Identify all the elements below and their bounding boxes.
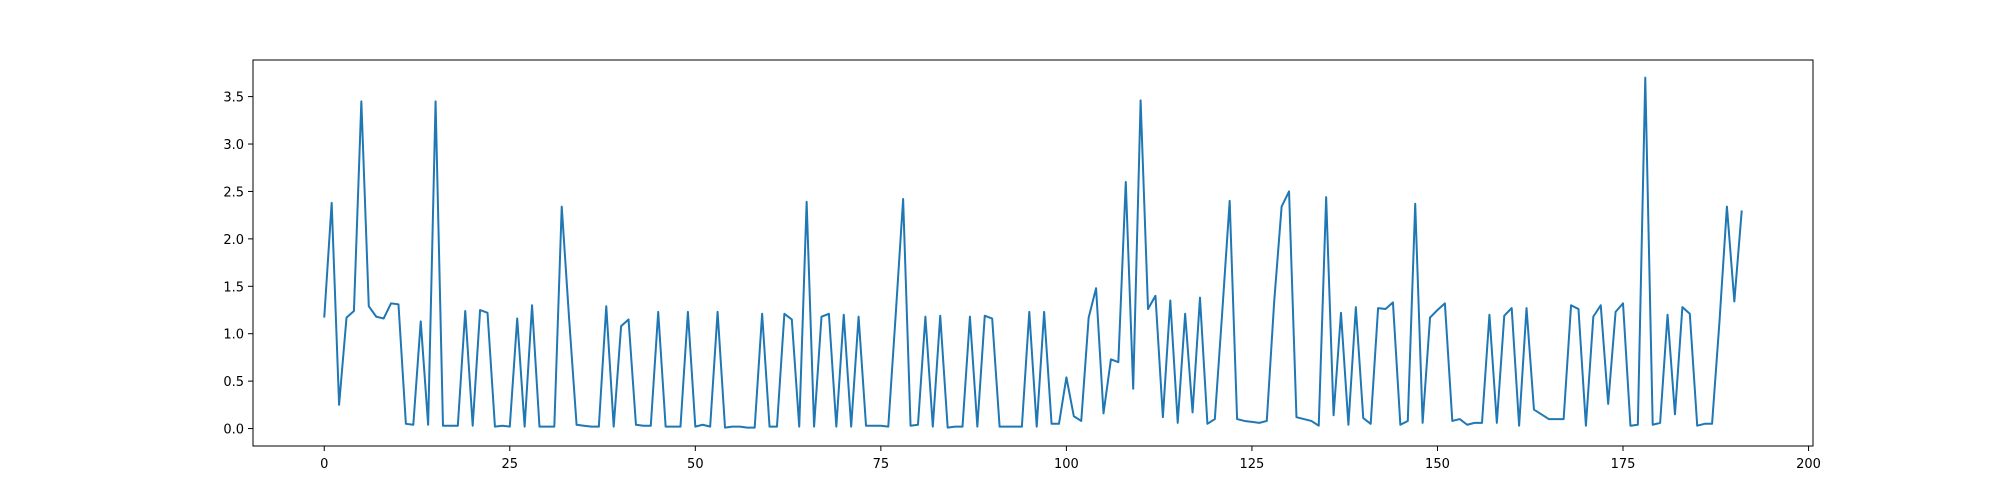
x-tick-label: 150 xyxy=(1425,457,1450,472)
x-tick-label: 100 xyxy=(1054,457,1079,472)
x-tick-label: 200 xyxy=(1796,457,1821,472)
y-tick-label: 0.0 xyxy=(223,423,244,438)
x-tick-label: 175 xyxy=(1611,457,1636,472)
y-tick-label: 1.0 xyxy=(223,328,244,343)
y-tick-label: 3.5 xyxy=(223,91,244,106)
x-tick-label: 0 xyxy=(320,457,328,472)
x-tick-label: 25 xyxy=(502,457,519,472)
y-tick-label: 2.5 xyxy=(223,185,244,200)
x-tick-label: 75 xyxy=(873,457,890,472)
series-line xyxy=(323,76,1743,429)
y-tick-label: 3.0 xyxy=(223,138,244,153)
x-tick-label: 125 xyxy=(1240,457,1265,472)
axes-frame xyxy=(252,59,1814,447)
x-tick-label: 50 xyxy=(687,457,704,472)
y-tick-label: 1.5 xyxy=(223,280,244,295)
y-axis: 0.0 0.5 1.0 1.5 2.0 2.5 3.0 3.5 xyxy=(223,91,253,438)
y-tick-label: 0.5 xyxy=(223,375,244,390)
x-axis: 0 25 50 75 100 125 150 175 200 xyxy=(320,446,1821,472)
y-tick-label: 2.0 xyxy=(223,233,244,248)
